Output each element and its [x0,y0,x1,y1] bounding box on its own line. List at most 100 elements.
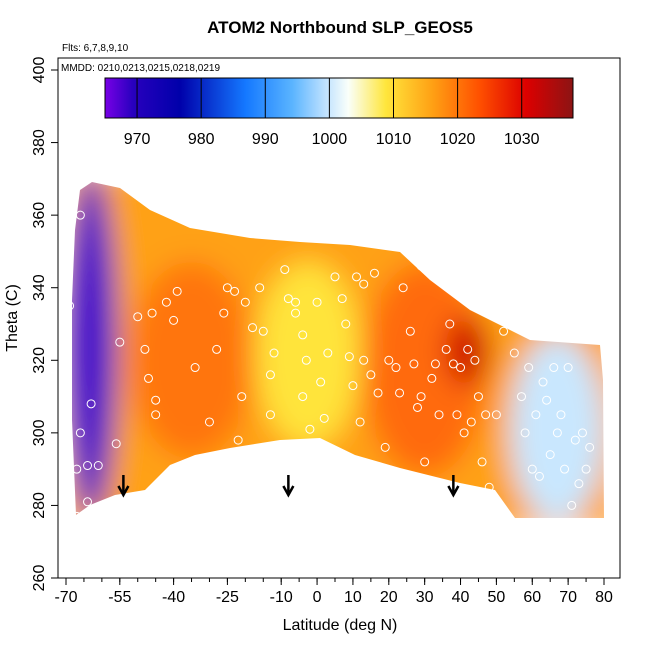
sample-point [190,363,200,373]
x-tick-label: 30 [416,589,434,606]
x-tick-label: 60 [523,589,541,606]
sample-point [147,308,157,318]
sample-point [395,388,405,398]
x-tick-label: 50 [488,589,506,606]
y-axis: 260 280 300 320 340 360 380 400 [31,57,58,592]
sample-point [556,410,566,420]
sample-point [291,297,301,307]
flight-arrow [447,475,460,498]
sample-point [298,392,308,402]
x-tick-label: 70 [559,589,577,606]
sample-point [409,359,419,369]
sample-point [344,352,354,362]
y-tick-label: 360 [31,202,48,229]
field-region-northern-high-max [445,316,491,387]
x-tick-label: 80 [595,589,613,606]
sample-point [359,279,369,289]
sample-point [258,326,268,336]
sample-point [93,461,103,471]
sample-point [452,410,462,420]
sample-point [269,348,279,358]
sample-point [83,497,93,507]
colorbar-tick-label: 990 [252,131,279,148]
field-region-tropics [255,261,361,449]
sample-point [416,261,426,271]
colorbar-tick-label: 980 [188,131,215,148]
sample-point [248,323,258,333]
sample-point [570,435,580,445]
x-tick-label: -10 [270,589,293,606]
y-tick-label: 380 [31,129,48,156]
sample-point [143,373,153,383]
x-tick-label: 10 [344,589,362,606]
sample-point [441,344,451,354]
sample-point [230,286,240,296]
field-region-southern-mid-latitudes [129,261,254,459]
sample-point [355,417,365,427]
sample-point [542,395,552,405]
sample-point [534,471,544,481]
sample-point [473,392,483,402]
sample-point [222,283,232,293]
field-region-southern-polar-low [72,182,118,518]
sample-point [484,482,494,492]
x-tick-label: -55 [108,589,131,606]
flight-arrow [117,475,130,498]
y-tick-label: 280 [31,492,48,519]
flights-annotation: Flts: 6,7,8,9,10 [62,43,129,54]
sample-point [291,308,301,318]
y-axis-label: Theta (C) [4,284,21,352]
sample-point [456,363,466,373]
sample-point [567,500,577,510]
sample-point [549,363,559,373]
colorbar-tick-label: 1000 [312,131,348,148]
sample-point [255,283,265,293]
sample-point [323,348,333,358]
sample-point [412,402,422,412]
sample-point [72,464,82,474]
sample-point [83,461,93,471]
sample-point [316,377,326,387]
sample-point [585,442,595,452]
field-region-northern-subtropics [362,261,487,478]
sample-point [140,344,150,354]
colorbar-tick-label: 1030 [504,131,540,148]
sample-point [352,272,362,282]
sample-point [151,395,161,405]
sample-point [373,388,383,398]
x-axis-label: Latitude (deg N) [283,617,398,634]
sample-point [151,410,161,420]
y-tick-label: 260 [31,565,48,592]
sample-point [538,377,548,387]
plot-frame [57,57,621,579]
sample-point [527,464,537,474]
sample-point [459,428,469,438]
sample-point [563,363,573,373]
sample-point [517,392,527,402]
sample-point [204,417,214,427]
flight-arrows [117,475,460,498]
sample-point [430,359,440,369]
sample-point [169,315,179,325]
sample-point [337,294,347,304]
sample-point [391,363,401,373]
sample-point [75,428,85,438]
sample-point [581,464,591,474]
sample-point [341,319,351,329]
sample-point [499,326,509,336]
sample-point [265,410,275,420]
sample-point [86,399,96,409]
sample-point [265,370,275,380]
sample-point [509,348,519,358]
sample-point [312,297,322,307]
sample-point [330,272,340,282]
sample-point [577,428,587,438]
dates-annotation: MMDD: 0210,0213,0215,0218,0219 [61,63,220,74]
sample-point [115,337,125,347]
sample-point [470,355,480,365]
sample-point [463,344,473,354]
colorbar-tick-label: 1020 [440,131,476,148]
sample-point [552,428,562,438]
sample-point [524,363,534,373]
